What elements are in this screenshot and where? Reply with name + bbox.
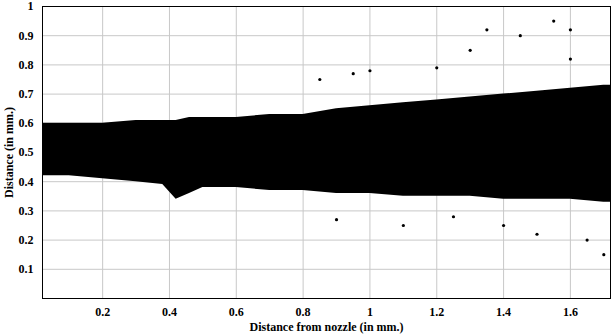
svg-text:1.2: 1.2 bbox=[429, 305, 444, 319]
svg-text:0.6: 0.6 bbox=[19, 116, 34, 130]
svg-text:0.9: 0.9 bbox=[19, 29, 34, 43]
svg-text:0.2: 0.2 bbox=[95, 305, 110, 319]
svg-text:0.6: 0.6 bbox=[229, 305, 244, 319]
svg-text:0.8: 0.8 bbox=[296, 305, 311, 319]
svg-text:0.7: 0.7 bbox=[19, 87, 34, 101]
svg-text:1: 1 bbox=[28, 0, 34, 13]
svg-text:Distance from nozzle (in mm.): Distance from nozzle (in mm.) bbox=[249, 320, 403, 334]
svg-text:0.5: 0.5 bbox=[19, 145, 34, 159]
svg-text:0.1: 0.1 bbox=[19, 262, 34, 276]
svg-text:0.8: 0.8 bbox=[19, 58, 34, 72]
svg-text:0.3: 0.3 bbox=[19, 204, 34, 218]
svg-text:0.4: 0.4 bbox=[162, 305, 177, 319]
svg-text:0.2: 0.2 bbox=[19, 233, 34, 247]
svg-text:1: 1 bbox=[367, 305, 373, 319]
svg-text:0.4: 0.4 bbox=[19, 175, 34, 189]
svg-text:1.6: 1.6 bbox=[563, 305, 578, 319]
svg-text:1.4: 1.4 bbox=[496, 305, 511, 319]
svg-text:Distance (in mm.): Distance (in mm.) bbox=[2, 107, 16, 198]
